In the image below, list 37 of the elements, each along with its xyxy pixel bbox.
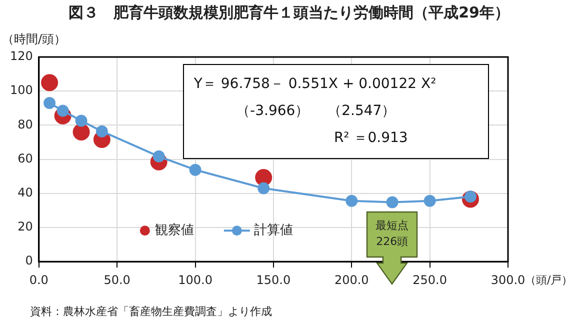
point xyxy=(96,125,108,138)
point xyxy=(75,114,88,127)
text: 資料：農林水産省「畜産物生産費調査」より作成 xyxy=(30,304,272,318)
annotation: 最短点 226頭 xyxy=(374,218,410,250)
point xyxy=(386,196,398,208)
point xyxy=(189,164,202,176)
y-axis-title: （時間/頭） xyxy=(2,32,66,46)
y-tick-label: 20 xyxy=(18,220,33,234)
chart-title: 図３ 肥育牛頭数規模別肥育牛１頭当たり労働時間（平成29年） xyxy=(68,3,510,22)
y-tick-label: 80 xyxy=(18,117,33,132)
point xyxy=(152,150,165,162)
annotation: R² ＝0.913 xyxy=(332,129,409,148)
x-tick-label: 50.0 xyxy=(104,272,130,287)
annotation: Y＝ 96.758－ 0.551X + 0.00122 X² xyxy=(194,75,438,94)
x-tick-label: 300.0 xyxy=(490,272,526,287)
point xyxy=(72,124,90,141)
x-tick-label: 150.0 xyxy=(256,272,291,287)
x-axis-title: （頭/戸） xyxy=(525,273,573,286)
point xyxy=(255,169,272,186)
equation-box: Y＝ 96.758－ 0.551X + 0.00122 X² （-3.966） （2.547） R² ＝0.913 xyxy=(182,64,489,159)
point xyxy=(44,97,56,110)
point xyxy=(258,182,270,194)
x-tick-label: 250.0 xyxy=(412,272,447,287)
point xyxy=(424,194,436,207)
legend-label: 計算値 xyxy=(254,222,293,238)
annotation: （-3.966） （2.547） xyxy=(235,102,397,121)
legend-label: 観察値 xyxy=(154,222,194,238)
point xyxy=(41,74,58,92)
x-tick-label: 200.0 xyxy=(334,272,369,287)
x-tick-label: 0.0 xyxy=(29,272,48,287)
y-tick-label: 120 xyxy=(10,49,33,64)
x-tick-label: 100.0 xyxy=(178,272,212,287)
y-tick-label: 40 xyxy=(18,186,33,200)
y-tick-label: 100 xyxy=(10,83,33,98)
y-tick-label: 60 xyxy=(18,151,33,166)
point xyxy=(346,194,358,207)
y-tick-label: 0 xyxy=(25,254,33,268)
